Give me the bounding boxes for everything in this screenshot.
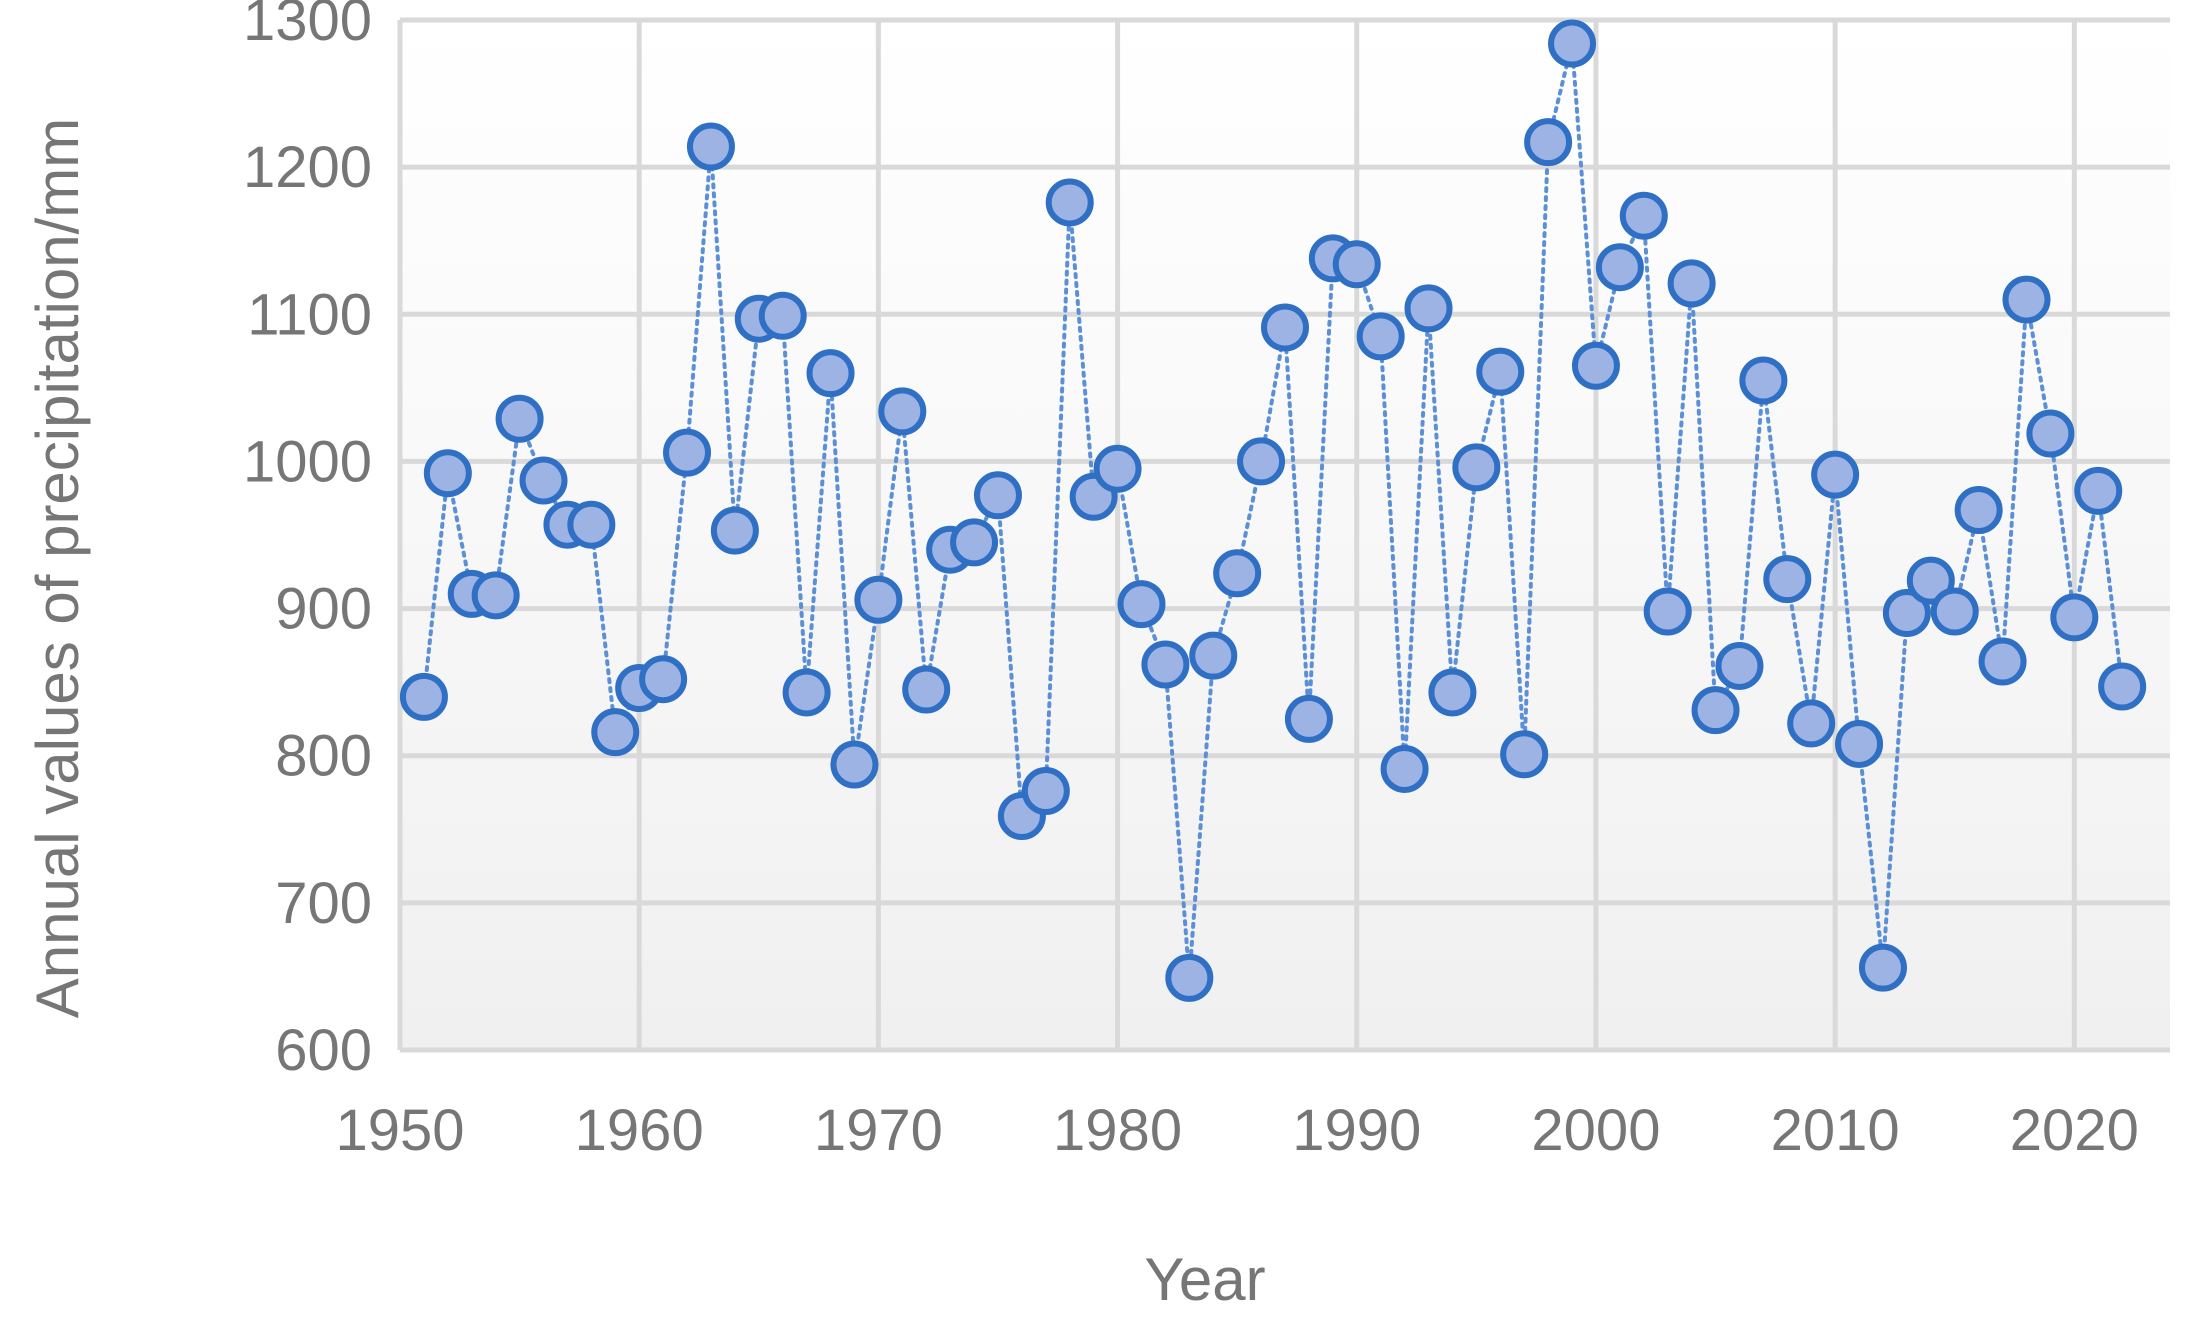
data-point — [1978, 637, 2027, 686]
y-tick-label: 600 — [275, 1018, 372, 1083]
data-point — [663, 428, 712, 477]
y-tick-label: 800 — [275, 724, 372, 789]
data-point — [1093, 444, 1142, 493]
x-tick-label: 2010 — [1771, 1098, 1900, 1163]
data-point — [1356, 312, 1405, 361]
plot-area — [400, 20, 2170, 1050]
y-axis-title: Annual values of precipitation/mm — [24, 118, 91, 1018]
data-point — [830, 740, 879, 789]
data-point — [1811, 450, 1860, 499]
y-tick-label: 900 — [275, 577, 372, 642]
data-point — [1858, 943, 1907, 992]
data-point — [950, 518, 999, 567]
data-point — [2098, 662, 2147, 711]
data-point — [782, 668, 831, 717]
data-point — [1332, 240, 1381, 289]
data-point — [1452, 443, 1501, 492]
data-point — [1117, 580, 1166, 629]
data-point — [1045, 178, 1094, 227]
data-point — [1261, 303, 1309, 352]
data-point — [710, 506, 759, 555]
data-point — [1906, 556, 1955, 605]
data-point — [519, 456, 568, 505]
data-points — [399, 19, 2147, 1002]
data-point — [591, 708, 640, 757]
data-point — [2026, 409, 2075, 458]
grid-lines-vertical — [636, 20, 2077, 1050]
data-point — [854, 575, 903, 624]
data-point — [399, 672, 448, 721]
data-point — [1237, 437, 1286, 486]
data-point — [1476, 347, 1525, 396]
x-tick-label: 2000 — [1531, 1098, 1660, 1163]
data-point — [1667, 259, 1716, 308]
y-tick-labels: 600 700 800 900 1000 1100 1200 1300 — [243, 0, 372, 1083]
data-point — [471, 571, 520, 620]
x-tick-label: 1980 — [1053, 1098, 1182, 1163]
data-point — [423, 449, 472, 498]
data-point — [639, 655, 688, 704]
data-point — [1524, 118, 1573, 167]
x-tick-label: 1960 — [575, 1098, 704, 1163]
data-point — [1021, 767, 1070, 816]
data-point — [1619, 191, 1668, 240]
data-point — [1763, 555, 1812, 604]
data-point — [1882, 588, 1931, 637]
data-point — [878, 387, 927, 436]
y-tick-label: 1100 — [247, 282, 372, 347]
data-point — [686, 122, 735, 171]
data-point — [1500, 730, 1549, 779]
y-tick-label: 1000 — [243, 429, 372, 494]
data-point — [1835, 719, 1884, 768]
data-point — [1213, 549, 1262, 598]
data-point — [1595, 243, 1644, 292]
data-point — [1930, 587, 1979, 636]
x-tick-label: 1970 — [814, 1098, 943, 1163]
data-point — [1404, 284, 1453, 333]
data-point — [902, 665, 951, 714]
data-point — [1691, 686, 1740, 735]
data-point — [1954, 485, 2003, 534]
x-axis-title: Year — [1144, 1246, 1265, 1313]
data-point — [567, 500, 616, 549]
data-point — [758, 291, 807, 340]
y-tick-label: 700 — [275, 871, 372, 936]
data-point — [2002, 275, 2051, 324]
data-point — [1428, 668, 1477, 717]
x-tick-label: 2020 — [2010, 1098, 2139, 1163]
data-point — [1787, 699, 1836, 748]
data-point — [1548, 19, 1597, 68]
x-tick-label: 1990 — [1292, 1098, 1421, 1163]
y-tick-label: 1200 — [243, 135, 372, 200]
data-point — [1380, 744, 1429, 793]
data-point — [1165, 953, 1214, 1002]
data-point — [1189, 631, 1238, 680]
x-tick-label: 1950 — [335, 1098, 464, 1163]
data-point — [1571, 341, 1620, 390]
data-point — [973, 471, 1022, 520]
x-tick-labels: 1950 1960 1970 1980 1990 2000 2010 2020 — [335, 1098, 2138, 1163]
data-point — [2050, 593, 2099, 642]
data-point — [495, 394, 544, 443]
series-line — [421, 43, 2125, 979]
data-point — [1715, 641, 1764, 690]
data-point — [2074, 466, 2123, 515]
data-point — [1141, 640, 1190, 689]
data-point — [1643, 587, 1692, 636]
data-point — [1739, 356, 1788, 405]
y-tick-label: 1300 — [243, 0, 372, 53]
data-point — [1284, 694, 1333, 743]
data-point — [806, 349, 855, 398]
